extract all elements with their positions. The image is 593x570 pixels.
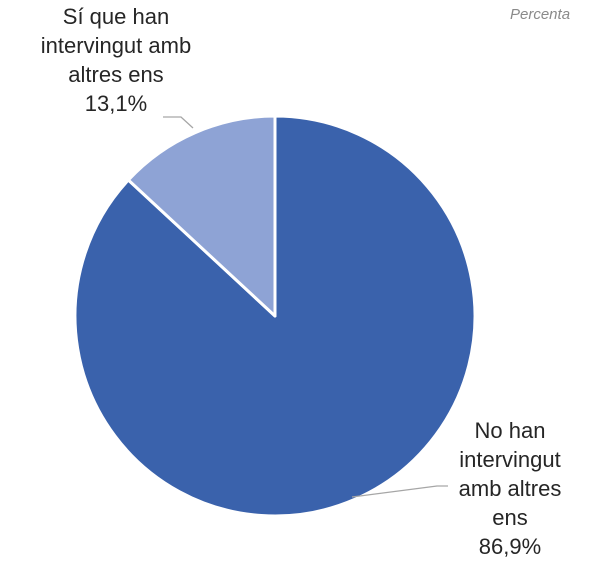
slice-label-si-que-han: Sí que han intervingut amb altres ens 13…: [10, 2, 222, 118]
leader-lines: [163, 116, 448, 498]
slice-label-line: amb altres: [458, 476, 562, 501]
slice-label-line: altres ens: [68, 62, 164, 87]
slice-label-line: intervingut: [459, 447, 561, 472]
leader-line-0: [351, 485, 448, 498]
corner-note: Percenta: [510, 6, 571, 23]
slice-value-label: 86,9%: [478, 534, 542, 559]
slice-label-line: No han: [474, 418, 546, 443]
pie-slices: [73, 114, 477, 518]
leader-line-1: [163, 116, 194, 129]
slice-label-no-han: No han intervingut amb altres ens 86,9%: [430, 416, 590, 561]
slice-value-label: 13,1%: [84, 91, 148, 116]
slice-label-line: intervingut amb: [40, 33, 192, 58]
slice-label-line: Sí que han: [62, 4, 170, 29]
pie-slice-1: [126, 114, 277, 318]
slice-label-line: ens: [492, 505, 528, 530]
